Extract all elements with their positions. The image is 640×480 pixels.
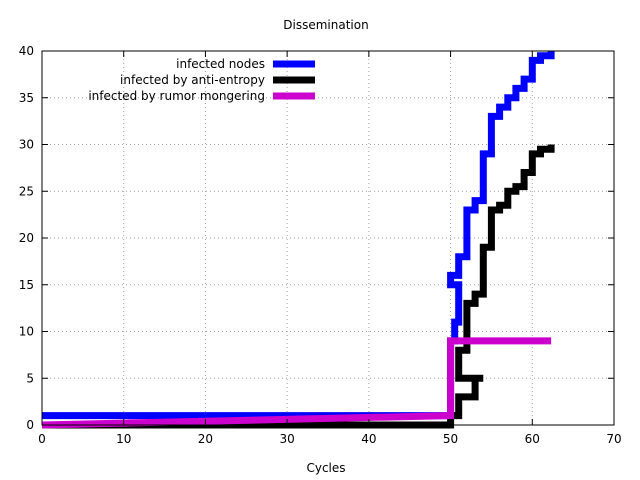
x-axis-label: Cycles	[306, 461, 345, 475]
legend-label-1: infected by anti-entropy	[120, 73, 265, 87]
legend: infected nodes infected by anti-entropy in…	[88, 57, 315, 103]
series-lines	[41, 51, 555, 429]
chart-title: Dissemination	[283, 18, 368, 32]
y-tick-label: 25	[19, 184, 34, 198]
legend-label-2: infected by rumor mongering	[88, 89, 265, 103]
x-tick-label: 50	[443, 432, 458, 446]
y-tick-label: 30	[19, 138, 34, 152]
y-tick-label: 0	[26, 418, 34, 432]
y-tick-label: 35	[19, 91, 34, 105]
x-tick-label: 70	[606, 432, 621, 446]
legend-label-0: infected nodes	[176, 57, 265, 71]
x-tick-label: 40	[361, 432, 376, 446]
y-tick-label: 5	[26, 371, 34, 385]
axis-ticks: 0 10 20 30 40 50 60 70 0 5 10 15 20 25 30 35 40	[19, 44, 622, 446]
y-tick-label: 40	[19, 44, 34, 58]
y-tick-label: 10	[19, 325, 34, 339]
y-tick-label: 15	[19, 278, 34, 292]
grid	[42, 51, 614, 425]
plot-frame	[41, 50, 615, 426]
x-tick-label: 60	[525, 432, 540, 446]
series-line-1	[42, 144, 555, 429]
series-line-0	[42, 51, 555, 420]
x-tick-label: 20	[198, 432, 213, 446]
x-tick-label: 30	[280, 432, 295, 446]
series-line-2	[41, 337, 552, 429]
x-tick-label: 10	[116, 432, 131, 446]
y-tick-label: 20	[19, 231, 34, 245]
x-tick-label: 0	[38, 432, 46, 446]
